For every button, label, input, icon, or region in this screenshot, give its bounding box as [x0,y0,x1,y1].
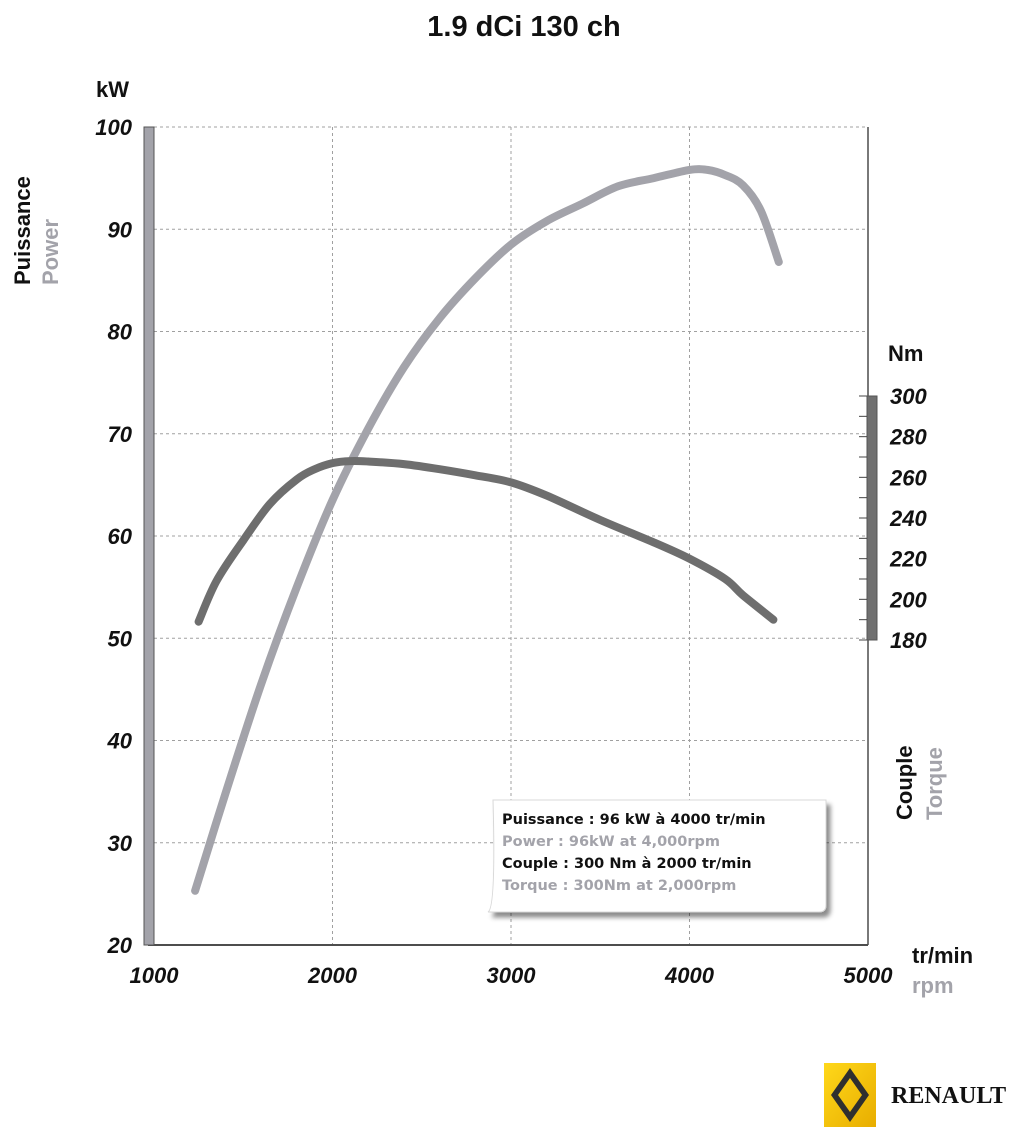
chart-title: 1.9 dCi 130 ch [427,11,620,43]
right-axis-label-en: Torque [922,747,947,820]
torque-curve [194,456,778,626]
grid-lines [154,126,868,945]
left-tick-label: 90 [108,217,133,242]
renault-logo: RENAULT [824,1063,1006,1127]
x-tick-labels: 1000 2000 3000 4000 5000 [130,963,894,988]
x-tick-label: 2000 [307,963,358,988]
left-axis-unit: kW [96,77,129,102]
right-tick-label: 280 [889,425,927,450]
left-axis-label: Puissance [10,176,35,285]
power-curve [191,165,783,895]
left-tick-label: 40 [107,729,133,754]
right-tick-label: 260 [889,465,927,490]
x-tick-label: 1000 [130,963,180,988]
renault-diamond-icon [831,1068,869,1122]
legend: Puissance : 96 kW à 4000 tr/min Power : … [487,799,827,913]
right-minor-ticks [859,395,867,641]
left-tick-label: 80 [108,320,133,345]
right-tick-label: 200 [889,587,927,612]
left-tick-label: 60 [108,524,133,549]
right-tick-label: 180 [890,628,927,653]
left-tick-label: 100 [95,115,132,140]
x-tick-label: 3000 [487,963,537,988]
left-tick-label: 20 [107,933,133,958]
legend-torque-fr: Couple : 300 Nm à 2000 tr/min [502,856,752,872]
left-axis-label-en: Power [38,219,63,285]
right-tick-label: 300 [890,384,927,409]
right-axis-bar [866,395,878,641]
right-tick-labels: 180 200 220 240 260 280 300 [889,384,927,653]
renault-wordmark: RENAULT [891,1083,1006,1109]
x-axis-unit-en: rpm [912,973,954,998]
right-tick-label: 220 [889,547,927,572]
x-axis-unit: tr/min [912,943,973,968]
left-tick-label: 50 [108,626,133,651]
right-tick-label: 240 [889,506,927,531]
x-tick-label: 4000 [664,963,715,988]
right-axis-label: Couple [892,745,917,820]
x-tick-label: 5000 [844,963,894,988]
legend-torque-en: Torque : 300Nm at 2,000rpm [502,878,736,894]
legend-power-fr: Puissance : 96 kW à 4000 tr/min [502,812,766,828]
legend-box [487,799,827,913]
right-axis-unit: Nm [888,341,923,366]
left-tick-labels: 20 30 40 50 60 70 80 90 100 [95,115,132,958]
left-tick-label: 30 [108,831,133,856]
legend-power-en: Power : 96kW at 4,000rpm [502,834,720,850]
left-axis-bar [143,126,155,946]
data-series [191,165,783,895]
left-tick-label: 70 [108,422,133,447]
